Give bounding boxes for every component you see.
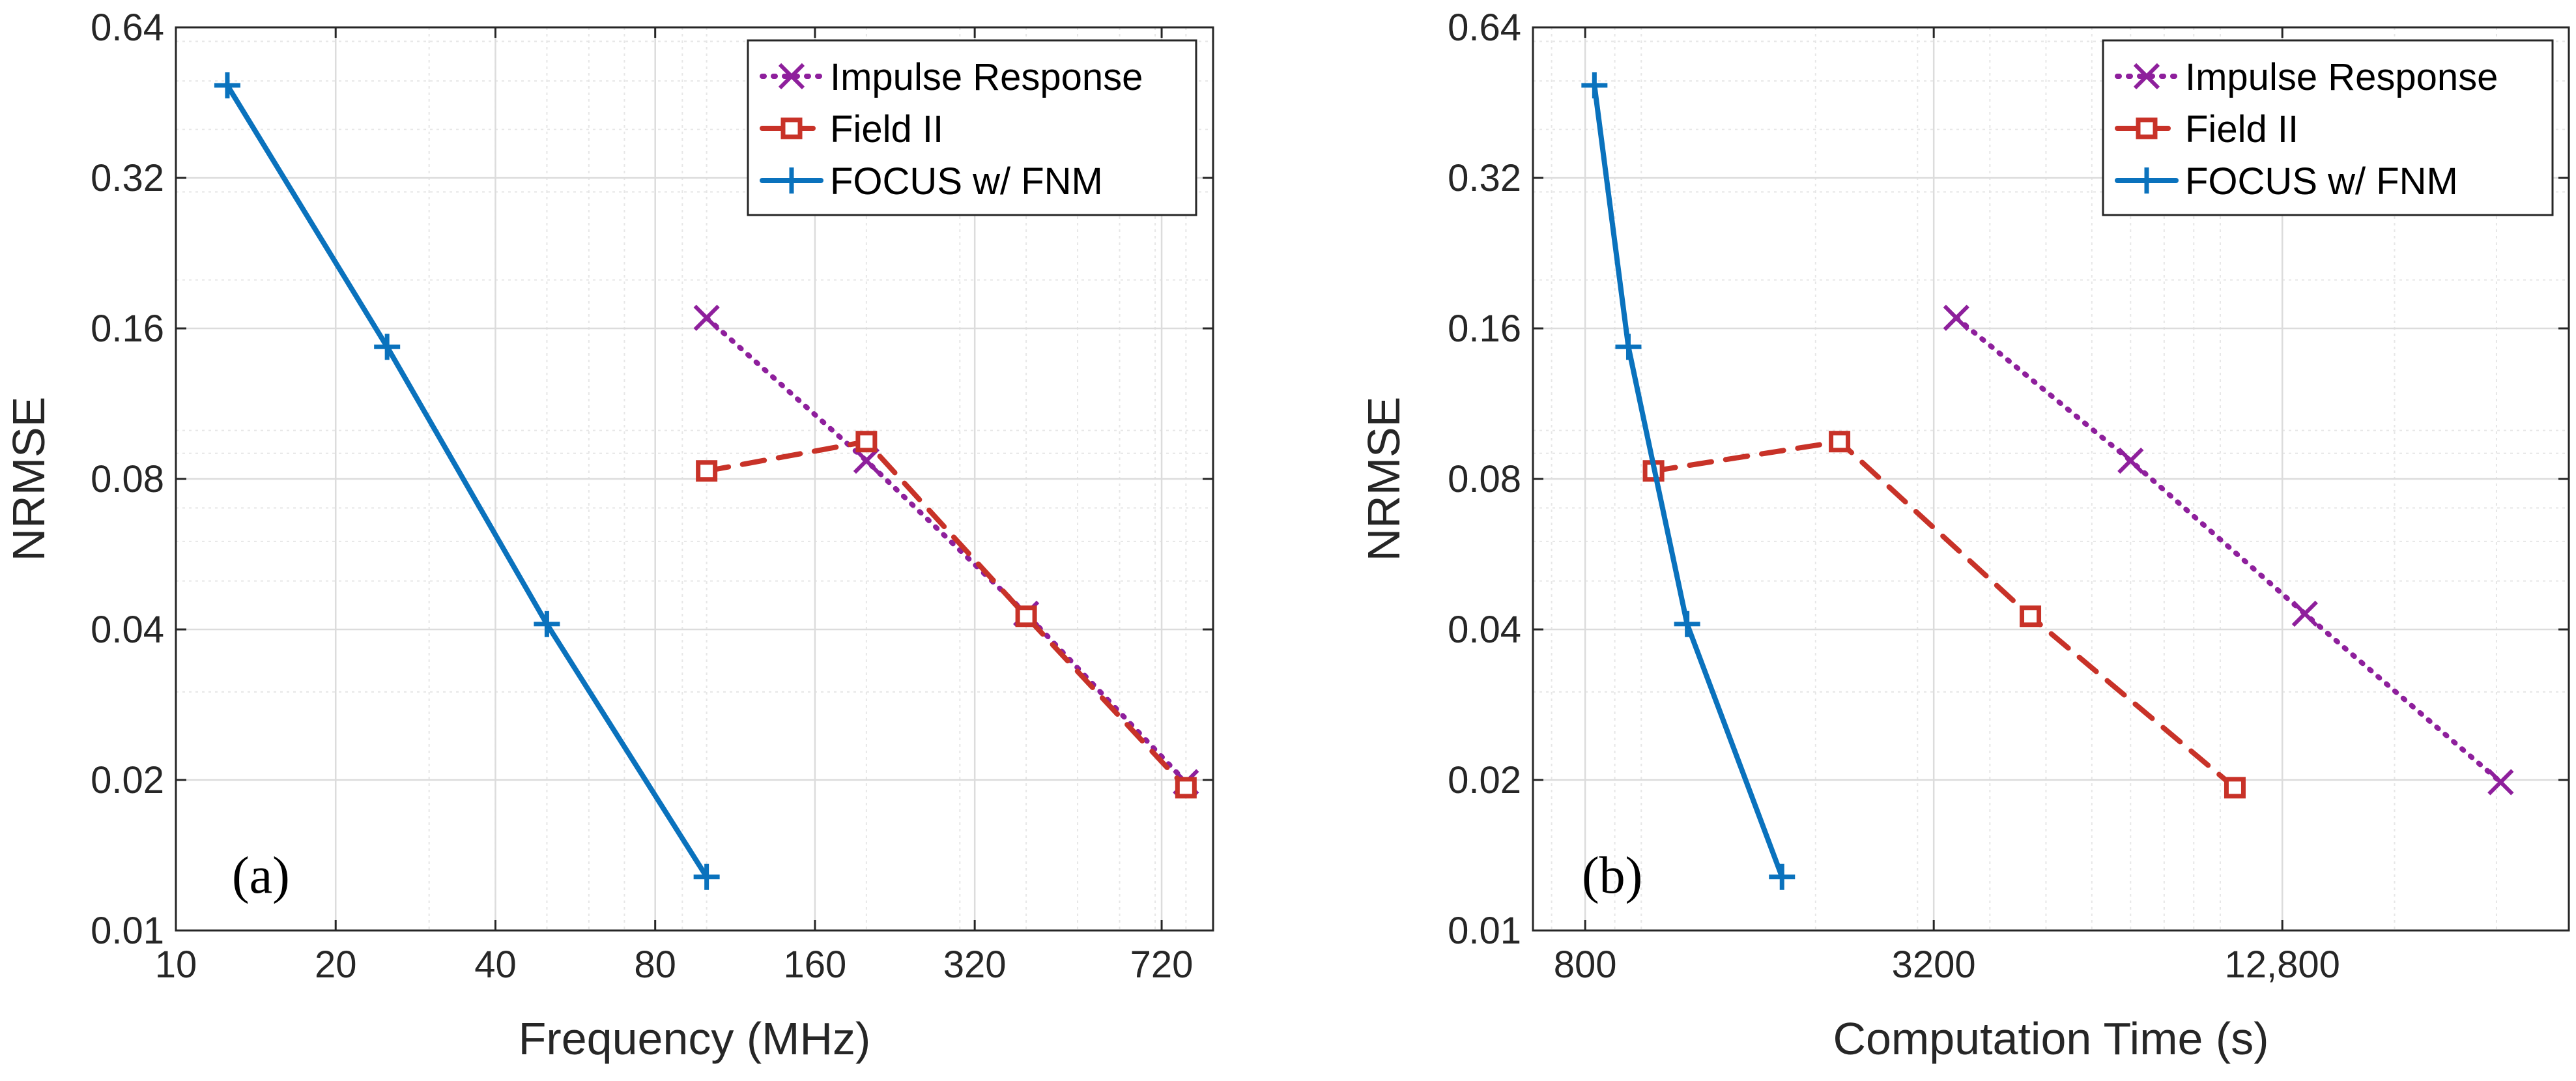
panel-a-data-point <box>693 863 720 890</box>
panel-a-series-line <box>704 315 1189 785</box>
panel-b-y-tick-label: 0.01 <box>1448 910 1521 952</box>
panel-b-data-point <box>2291 600 2318 627</box>
panel-a-panel-label: (a) <box>232 847 290 904</box>
panel-b-legend-marker <box>2136 117 2158 139</box>
panel-a-x-tick-label: 320 <box>943 944 1007 986</box>
panel-a-series-line <box>704 439 1189 790</box>
panel-b-data-point <box>1581 72 1608 99</box>
panel-a-data-point <box>534 611 560 637</box>
panel-a-y-tick-label: 0.04 <box>91 609 164 651</box>
panel-b-series-field-ii <box>1642 431 2246 799</box>
panel-b-y-tick-label: 0.04 <box>1448 609 1521 651</box>
panel-a-data-point <box>1015 605 1037 627</box>
panel-b-legend-box <box>2102 39 2554 216</box>
panel-a-legend: Impulse Response Field II FOCUS w/ FNM <box>747 39 1197 216</box>
panel-a-y-axis-label: NRMSE <box>3 397 54 562</box>
panel-a-legend-label: Field II <box>830 108 943 151</box>
panel-b-x-tick-label: 12,800 <box>2225 944 2340 986</box>
panel-a-y-tick-label: 0.16 <box>91 308 164 350</box>
panel-b-data-point <box>2020 605 2042 627</box>
panel-a-axes-box <box>175 26 1214 932</box>
panel-b-data-point <box>2487 769 2514 796</box>
panel-b-data-point <box>1943 304 1969 331</box>
panel-b-x-tick-label: 800 <box>1554 944 1617 986</box>
panel-b-legend-label: Field II <box>2185 108 2298 151</box>
panel-a-series-focus-w-fnm <box>214 72 720 890</box>
panel-a-x-tick-label: 40 <box>474 944 517 986</box>
panel-b-series-line <box>1953 315 2504 785</box>
panel-b-panel-label: (b) <box>1582 847 1642 904</box>
panel-b-x-tick-label: 3200 <box>1892 944 1976 986</box>
panel-a-x-tick-label: 20 <box>315 944 357 986</box>
panel-a-legend-marker <box>778 63 805 90</box>
panel-b-y-tick-label: 0.08 <box>1448 458 1521 500</box>
panel-a-series-field-ii <box>696 431 1197 799</box>
panel-a-x-tick-label: 160 <box>784 944 847 986</box>
panel-b-legend-label: FOCUS w/ FNM <box>2185 160 2458 203</box>
panel-a-data-point <box>693 304 720 331</box>
panel-b-data-point <box>2224 777 2246 799</box>
panel-b-data-point <box>2117 447 2144 474</box>
panel-b-legend-marker <box>2133 63 2160 90</box>
panel-a-chart: 10 20 40 80 160 320 720 0.01 0.02 0.04 0.08 0.16 0.3… <box>3 7 1214 1064</box>
panel-a-data-point <box>853 447 880 474</box>
panel-b-legend-marker <box>2134 167 2160 194</box>
panel-b-series-line <box>1651 439 2238 790</box>
panel-a-legend-box <box>747 39 1197 216</box>
panel-a-y-tick-label: 0.64 <box>91 7 164 49</box>
panel-b-y-axis-label: NRMSE <box>1358 397 1409 562</box>
panel-a-legend-marker <box>780 117 803 139</box>
panel-b-legend-label: Impulse Response <box>2185 56 2498 98</box>
panel-a-y-tick-label: 0.02 <box>91 759 164 801</box>
panel-b-x-axis-label: Computation Time (s) <box>1833 1013 2268 1064</box>
panel-a-y-tick-label: 0.32 <box>91 157 164 199</box>
panel-b-y-tick-label: 0.16 <box>1448 308 1521 350</box>
panel-b-series-impulse-response <box>1943 304 2514 796</box>
panel-a-x-tick-label: 10 <box>155 944 197 986</box>
panel-b-data-point <box>1615 334 1642 360</box>
panel-a-x-tick-label: 80 <box>634 944 676 986</box>
panel-a-legend-label: FOCUS w/ FNM <box>830 160 1103 203</box>
panel-b-axes-box <box>1532 26 2570 932</box>
panel-a-y-tick-label: 0.01 <box>91 910 164 952</box>
panel-a-data-point <box>855 431 878 453</box>
panel-b-y-tick-label: 0.32 <box>1448 157 1521 199</box>
panel-b-series-focus-w-fnm <box>1581 72 1796 890</box>
panel-a-y-tick-label: 0.08 <box>91 458 164 500</box>
panel-a-legend-label: Impulse Response <box>830 56 1143 98</box>
panel-a-x-tick-label: 720 <box>1130 944 1194 986</box>
panel-b-data-point <box>1769 863 1796 890</box>
panel-a-series-line <box>224 83 709 880</box>
panel-b-data-point <box>1674 611 1700 637</box>
panel-a-x-axis-label: Frequency (MHz) <box>519 1013 871 1064</box>
panel-b-series-line <box>1592 83 1785 880</box>
panel-a-data-point <box>696 460 718 482</box>
panel-b-y-tick-label: 0.64 <box>1448 7 1521 49</box>
panel-a-data-point <box>1175 777 1197 799</box>
panel-a-legend-marker <box>779 167 805 194</box>
panel-b-y-tick-label: 0.02 <box>1448 759 1521 801</box>
panel-b-chart: 800 3200 12,800 0.01 0.02 0.04 0.08 0.16 0.32 0.6… <box>1358 7 2570 1064</box>
panel-a-data-point <box>374 334 401 360</box>
panel-b-legend: Impulse Response Field II FOCUS w/ FNM <box>2102 39 2554 216</box>
panel-a-data-point <box>214 72 240 99</box>
panel-b-data-point <box>1829 431 1851 453</box>
